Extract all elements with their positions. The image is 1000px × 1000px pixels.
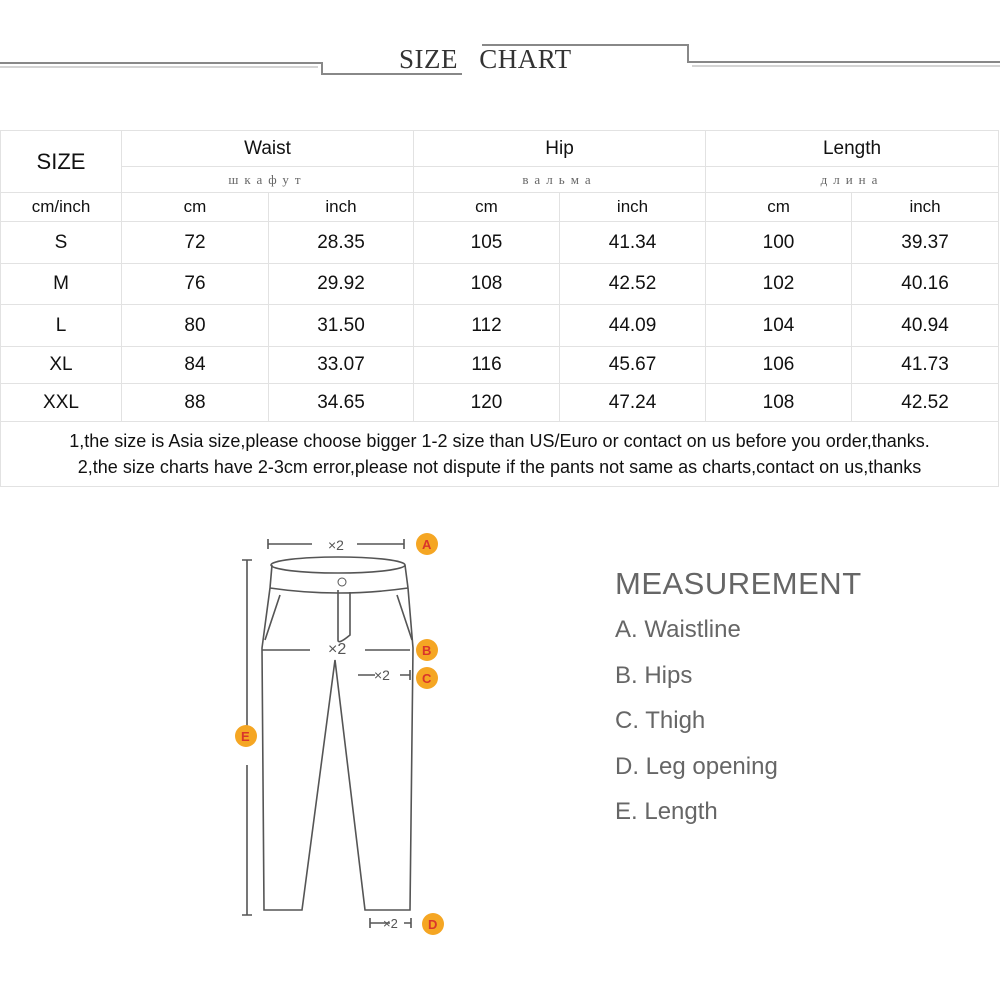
value-cell: 42.52: [851, 383, 1000, 422]
svg-text:A: A: [422, 537, 432, 552]
value-cell: 104: [705, 304, 853, 347]
x2-label-d: ×2: [383, 916, 398, 931]
value-cell: 120: [413, 383, 561, 422]
note-1: 1,the size is Asia size,please choose bi…: [69, 431, 930, 451]
value-cell: 116: [413, 346, 561, 384]
x2-label-c: ×2: [374, 667, 390, 683]
measurement-legend: MEASUREMENT A. Waistline B. Hips C. Thig…: [615, 566, 862, 844]
value-cell: 41.34: [559, 221, 707, 264]
marker-d: D: [422, 913, 444, 935]
value-cell: 72: [121, 221, 269, 264]
measurement-item: E. Length: [615, 798, 718, 825]
value-cell: 33.07: [267, 346, 415, 384]
svg-text:D: D: [428, 917, 437, 932]
value-cell: 76: [121, 263, 269, 305]
marker-e: E: [235, 725, 257, 747]
value-cell: 40.94: [851, 304, 1000, 347]
measurement-item: C. Thigh: [615, 707, 706, 734]
value-cell: 106: [705, 346, 853, 384]
unit-cell: cm: [413, 192, 561, 222]
unit-label: cm/inch: [0, 192, 122, 222]
measurement-item: B. Hips: [615, 661, 693, 689]
size-row: S 72 28.35 105 41.34 100 39.37: [0, 221, 1000, 264]
size-row: XL 84 33.07 116 45.67 106 41.73: [0, 346, 1000, 384]
title-decoration: [0, 44, 1000, 75]
value-cell: 45.67: [559, 346, 707, 384]
size-header: SIZE: [0, 130, 122, 193]
svg-text:E: E: [241, 729, 250, 744]
pants-diagram: ×2 ×2 ×2 ×2 A B C D E: [235, 533, 444, 935]
measurement-item: A. Waistline: [615, 616, 741, 643]
hip-sub: вальма: [413, 166, 707, 193]
value-cell: 39.37: [851, 221, 1000, 264]
size-cell: L: [0, 304, 122, 347]
value-cell: 34.65: [267, 383, 415, 422]
value-cell: 102: [705, 263, 853, 305]
value-cell: 41.73: [851, 346, 1000, 384]
size-cell: XL: [0, 346, 122, 384]
value-cell: 44.09: [559, 304, 707, 347]
marker-b: B: [416, 639, 438, 661]
title-word-chart: CHART: [479, 44, 572, 74]
value-cell: 80: [121, 304, 269, 347]
value-cell: 29.92: [267, 263, 415, 305]
svg-text:C: C: [422, 671, 432, 686]
waist-sub: шкафут: [120, 166, 415, 193]
value-cell: 100: [705, 221, 853, 264]
size-row: M 76 29.92 108 42.52 102 40.16: [0, 263, 1000, 305]
value-cell: 40.16: [851, 263, 1000, 305]
unit-cell: inch: [267, 192, 415, 222]
svg-text:B: B: [422, 643, 431, 658]
length-sub: длина: [705, 166, 1000, 193]
value-cell: 84: [121, 346, 269, 384]
page-title: SIZE CHART: [399, 44, 572, 75]
x2-label-b: ×2: [328, 641, 346, 658]
units-row: cm/inch cm inch cm inch cm inch: [0, 192, 1000, 222]
measurement-item: D. Leg opening: [615, 752, 778, 780]
size-cell: XXL: [0, 383, 122, 422]
size-row: XXL 88 34.65 120 47.24 108 42.52: [0, 383, 1000, 422]
value-cell: 31.50: [267, 304, 415, 347]
title-word-size: SIZE: [399, 44, 458, 74]
marker-c: C: [416, 667, 438, 689]
unit-cell: inch: [851, 192, 1000, 222]
marker-a: A: [416, 533, 438, 555]
value-cell: 105: [413, 221, 561, 264]
x2-label-a: ×2: [328, 537, 344, 553]
value-cell: 28.35: [267, 221, 415, 264]
value-cell: 108: [705, 383, 853, 422]
notes: 1,the size is Asia size,please choose bi…: [0, 421, 1000, 487]
size-table: SIZE Waist Hip Length шкафут вальма длин…: [0, 130, 1000, 487]
measurement-title: MEASUREMENT: [615, 566, 862, 601]
unit-cell: cm: [705, 192, 853, 222]
size-cell: S: [0, 221, 122, 264]
value-cell: 47.24: [559, 383, 707, 422]
unit-cell: cm: [121, 192, 269, 222]
value-cell: 42.52: [559, 263, 707, 305]
value-cell: 112: [413, 304, 561, 347]
hip-header: Hip: [413, 130, 707, 167]
size-row: L 80 31.50 112 44.09 104 40.94: [0, 304, 1000, 347]
length-header: Length: [705, 130, 1000, 167]
note-2: 2,the size charts have 2-3cm error,pleas…: [77, 457, 922, 477]
value-cell: 108: [413, 263, 561, 305]
waist-header: Waist: [120, 130, 415, 167]
unit-cell: inch: [559, 192, 707, 222]
size-cell: M: [0, 263, 122, 305]
value-cell: 88: [121, 383, 269, 422]
